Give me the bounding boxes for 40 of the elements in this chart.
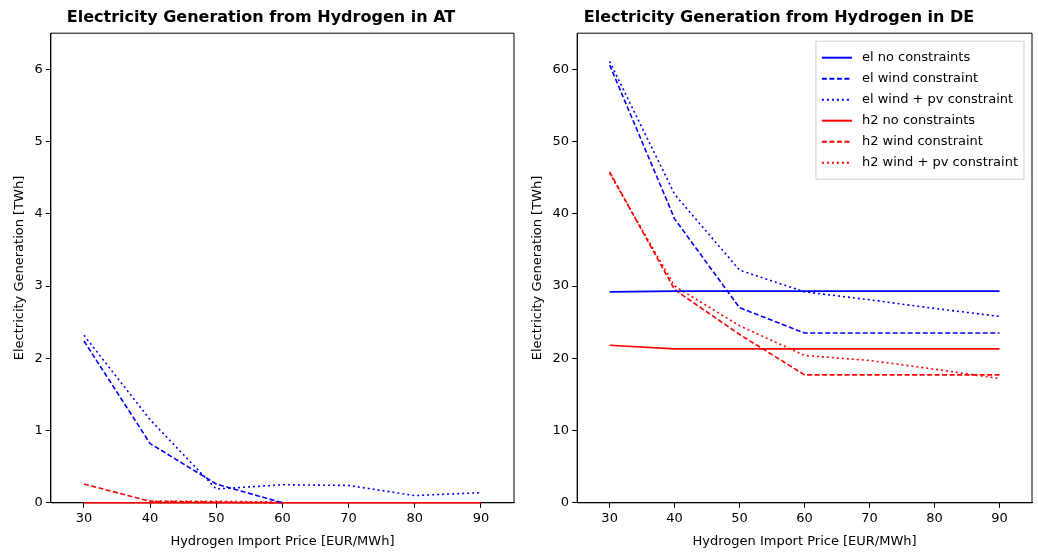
y-tick-label: 0 [34,494,43,510]
x-tick-label: 50 [731,509,748,525]
chart-title: Electricity Generation from Hydrogen in AT [66,6,456,26]
x-tick-label: 50 [208,509,225,525]
x-tick-label: 70 [861,509,878,525]
y-axis-title: Electricity Generation [TWh] [529,175,545,361]
x-tick-label: 90 [991,509,1008,525]
y-tick-label: 6 [34,60,43,76]
y-tick-label: 60 [552,60,570,76]
legend-label: el wind + pv constraint [861,91,1014,107]
y-tick-label: 3 [34,277,43,293]
y-tick-label: 0 [560,494,570,510]
x-tick-label: 60 [274,509,291,525]
y-tick-label: 40 [552,205,570,221]
y-tick-label: 20 [552,349,570,365]
y-axis-title: Electricity Generation [TWh] [11,175,27,361]
x-axis-title: Hydrogen Import Price [EUR/MWh] [170,532,395,548]
x-tick-label: 70 [340,509,357,525]
x-tick-label: 40 [666,509,683,525]
y-tick-label: 1 [34,421,43,437]
x-tick-label: 30 [75,509,93,525]
x-tick-label: 90 [472,509,490,525]
x-tick-label: 40 [141,509,159,525]
y-tick-label: 5 [34,132,43,148]
legend-label: el wind constraint [861,70,979,86]
legend-label: h2 wind + pv constraint [861,154,1019,170]
y-tick-label: 10 [552,421,570,437]
y-tick-label: 2 [34,349,43,365]
legend-label: el no constraints [861,49,971,65]
y-tick-label: 50 [552,132,570,148]
legend-label: h2 no constraints [861,112,976,128]
x-tick-label: 30 [601,509,618,525]
y-tick-label: 30 [552,277,570,293]
chart-title: Electricity Generation from Hydrogen in DE [583,6,975,26]
x-tick-label: 80 [406,509,424,525]
x-axis-title: Hydrogen Import Price [EUR/MWh] [692,532,917,548]
y-tick-label: 4 [34,205,43,221]
x-tick-label: 80 [926,509,943,525]
x-tick-label: 60 [796,509,813,525]
legend-label: h2 wind constraint [861,133,983,149]
